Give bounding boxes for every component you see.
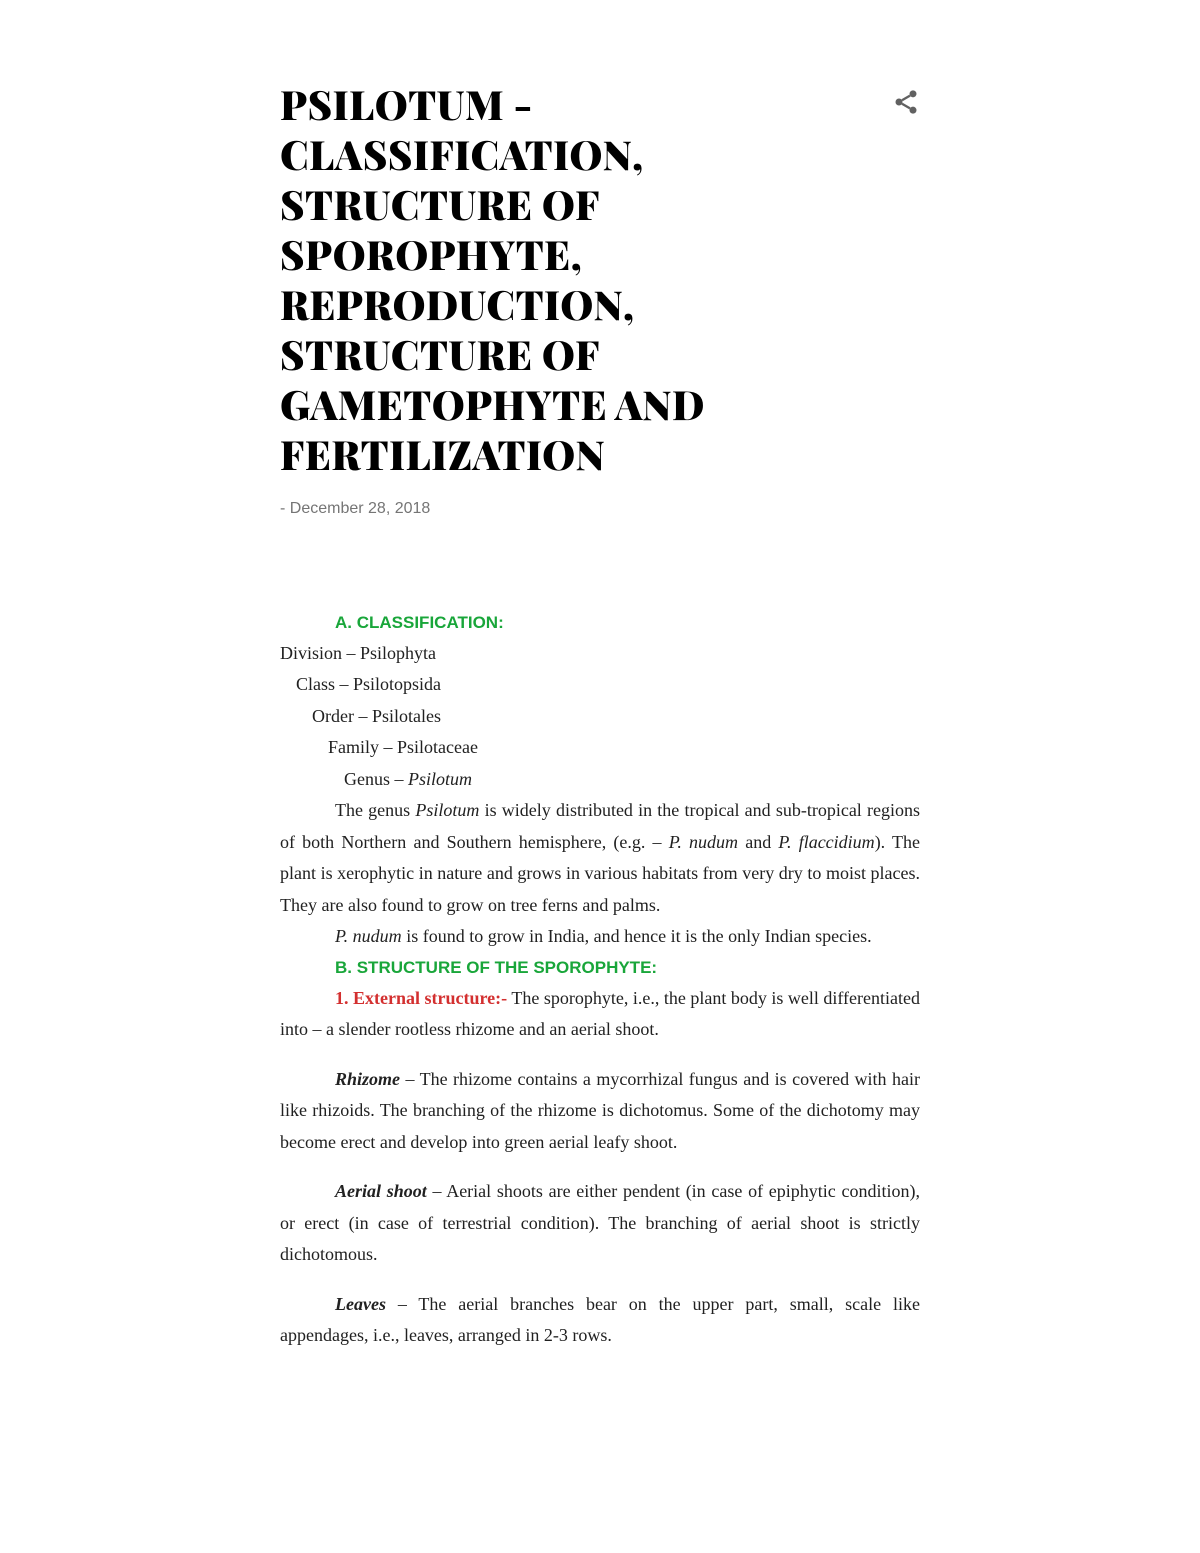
classification-family: Family – Psilotaceae	[328, 732, 920, 764]
page-title: PSILOTUM - CLASSIFICATION, STRUCTURE OF …	[280, 80, 870, 480]
label-leaves: Leaves	[335, 1294, 386, 1314]
family-value: Psilotaceae	[397, 737, 478, 757]
division-label: Division –	[280, 643, 360, 663]
classification-order: Order – Psilotales	[312, 701, 920, 733]
article-body: A. CLASSIFICATION: Division – Psilophyta…	[280, 608, 920, 1352]
share-icon[interactable]	[892, 88, 920, 116]
label-aerial: Aerial shoot	[335, 1181, 427, 1201]
division-value: Psilophyta	[360, 643, 436, 663]
paragraph-distribution: The genus Psilotum is widely distributed…	[280, 795, 920, 921]
classification-class: Class – Psilotopsida	[296, 669, 920, 701]
date-prefix: -	[280, 500, 290, 517]
paragraph-aerial-shoot: Aerial shoot – Aerial shoots are either …	[280, 1176, 920, 1271]
class-value: Psilotopsida	[353, 674, 441, 694]
section-a-heading: A. CLASSIFICATION:	[335, 608, 920, 638]
text-fragment-italic: P. nudum	[669, 832, 738, 852]
classification-genus: Genus – Psilotum	[344, 764, 920, 796]
label-rhizome: Rhizome	[335, 1069, 400, 1089]
date-link[interactable]: December 28, 2018	[290, 500, 431, 517]
paragraph-india: P. nudum is found to grow in India, and …	[280, 921, 920, 953]
family-label: Family –	[328, 737, 397, 757]
post-date: - December 28, 2018	[280, 500, 920, 518]
text-fragment: and	[738, 832, 778, 852]
text-fragment-italic: P. nudum	[335, 926, 402, 946]
subheading-external: 1. External structure:-	[335, 988, 507, 1008]
order-value: Psilotales	[372, 706, 441, 726]
order-label: Order –	[312, 706, 372, 726]
text-fragment: The genus	[335, 800, 415, 820]
section-b-heading: B. STRUCTURE OF THE SPOROPHYTE:	[335, 953, 920, 983]
text-fragment: is found to grow in India, and hence it …	[402, 926, 872, 946]
paragraph-rhizome: Rhizome – The rhizome contains a mycorrh…	[280, 1064, 920, 1159]
paragraph-external-structure: 1. External structure:- The sporophyte, …	[280, 983, 920, 1046]
classification-division: Division – Psilophyta	[280, 638, 920, 670]
paragraph-leaves: Leaves – The aerial branches bear on the…	[280, 1289, 920, 1352]
text-fragment-italic: Psilotum	[415, 800, 479, 820]
genus-value: Psilotum	[408, 769, 472, 789]
genus-label: Genus –	[344, 769, 408, 789]
class-label: Class –	[296, 674, 353, 694]
text-fragment-italic: P. flaccidium	[778, 832, 874, 852]
